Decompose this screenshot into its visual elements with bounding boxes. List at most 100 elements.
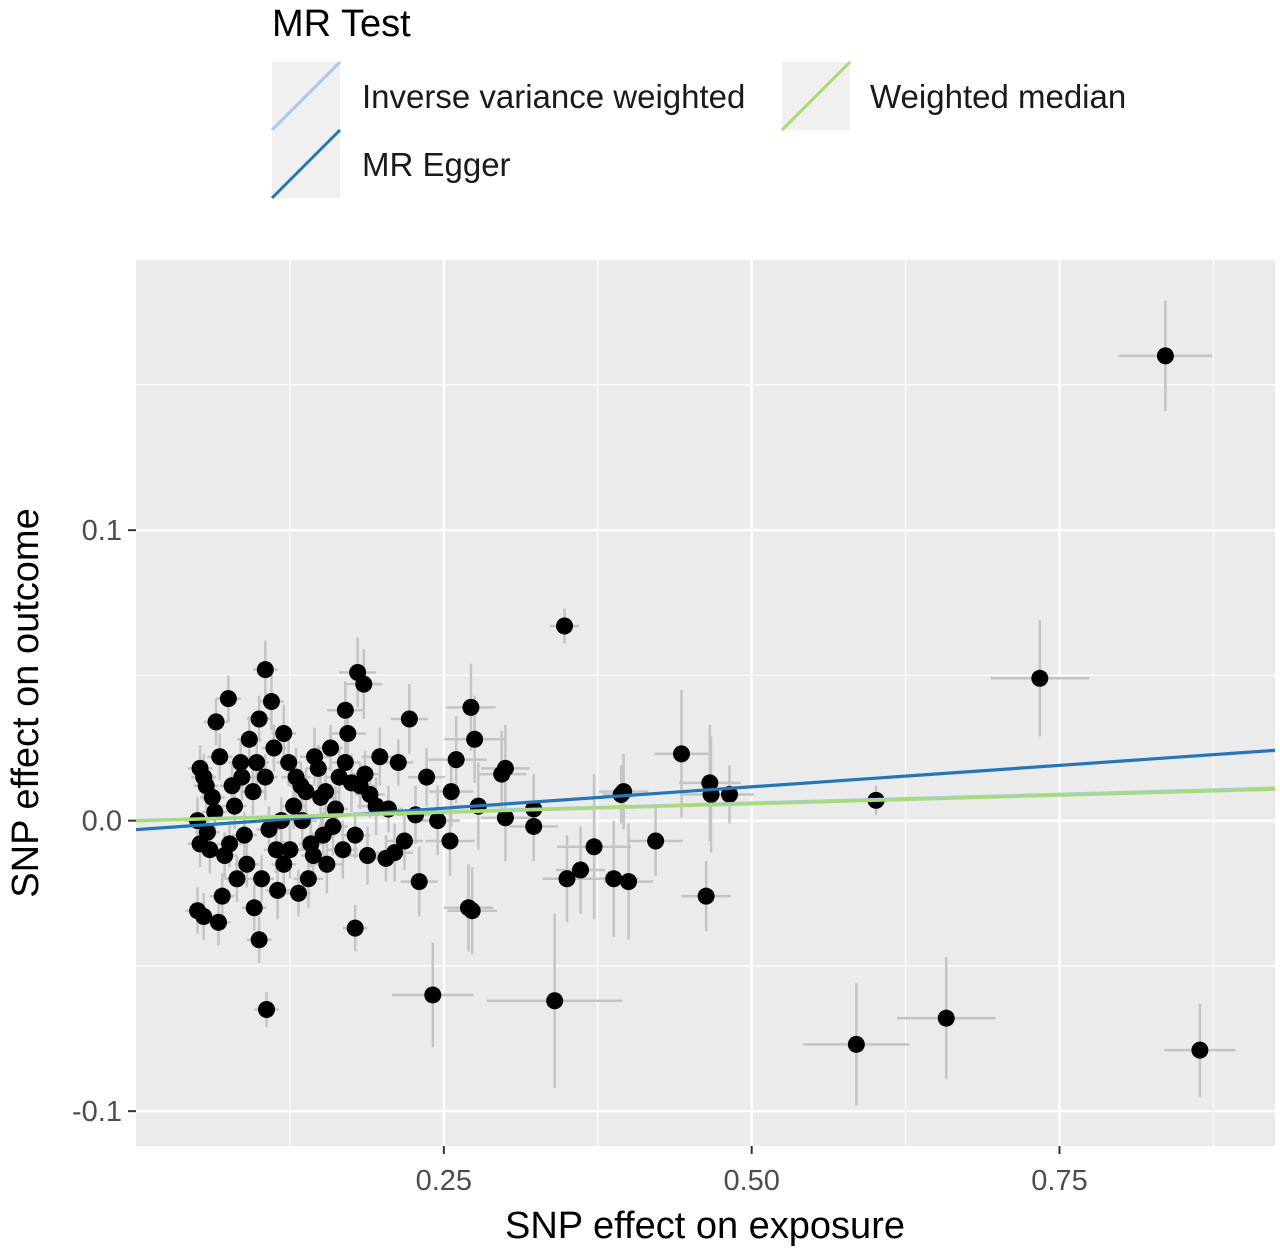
x-axis: 0.25 0.50 0.75 bbox=[416, 1146, 1088, 1197]
data-point bbox=[346, 919, 364, 937]
data-point bbox=[248, 754, 266, 772]
data-point bbox=[442, 783, 460, 801]
data-point bbox=[213, 887, 231, 905]
data-point bbox=[546, 992, 564, 1010]
data-point bbox=[525, 817, 543, 835]
legend-label-mr-egger: MR Egger bbox=[362, 146, 511, 183]
data-point bbox=[847, 1035, 865, 1053]
data-point bbox=[250, 931, 268, 949]
data-point bbox=[267, 841, 285, 859]
data-point bbox=[556, 617, 574, 635]
data-point bbox=[260, 820, 278, 838]
y-tick-label: 0.1 bbox=[82, 515, 122, 547]
data-point bbox=[336, 754, 354, 772]
data-point bbox=[269, 881, 287, 899]
x-tick-label: 0.50 bbox=[723, 1165, 779, 1197]
data-point bbox=[191, 759, 209, 777]
data-point bbox=[195, 908, 213, 926]
data-point bbox=[221, 835, 239, 853]
legend-item-ivw: Inverse variance weighted bbox=[270, 60, 745, 132]
data-point bbox=[672, 745, 690, 763]
legend-swatch-weighted-median bbox=[780, 60, 852, 132]
data-point bbox=[228, 870, 246, 888]
data-point bbox=[1156, 347, 1174, 365]
data-point bbox=[339, 725, 357, 743]
data-point bbox=[336, 701, 354, 719]
data-point bbox=[240, 730, 258, 748]
data-point bbox=[258, 1000, 276, 1018]
data-point bbox=[1191, 1041, 1209, 1059]
data-point bbox=[210, 913, 228, 931]
legend-item-mr-egger: MR Egger bbox=[270, 128, 511, 200]
data-point bbox=[558, 870, 576, 888]
legend-swatch-ivw bbox=[270, 60, 342, 132]
data-point bbox=[314, 826, 332, 844]
data-point bbox=[346, 826, 364, 844]
data-point bbox=[226, 797, 244, 815]
data-point bbox=[334, 841, 352, 859]
data-point bbox=[400, 710, 418, 728]
data-point bbox=[275, 855, 293, 873]
data-point bbox=[304, 847, 322, 865]
data-point bbox=[292, 777, 310, 795]
y-tick-label: -0.1 bbox=[72, 1096, 122, 1128]
data-point bbox=[605, 870, 623, 888]
data-point bbox=[361, 786, 379, 804]
data-point bbox=[410, 873, 428, 891]
data-point bbox=[441, 832, 459, 850]
data-point bbox=[462, 698, 480, 716]
y-tick-label: 0.0 bbox=[82, 806, 122, 838]
y-axis: 0.1 0.0 -0.1 bbox=[72, 515, 136, 1128]
x-axis-title: SNP effect on exposure bbox=[505, 1205, 905, 1247]
data-point bbox=[371, 748, 389, 766]
data-point bbox=[280, 754, 298, 772]
data-point bbox=[281, 841, 299, 859]
data-point bbox=[197, 777, 215, 795]
plot-panel bbox=[136, 260, 1275, 1146]
legend-title: MR Test bbox=[272, 3, 411, 45]
data-point bbox=[232, 754, 250, 772]
data-point bbox=[206, 803, 224, 821]
grid-major bbox=[136, 260, 1275, 1146]
data-point bbox=[318, 855, 336, 873]
legend-label-ivw: Inverse variance weighted bbox=[362, 78, 745, 115]
data-point bbox=[211, 748, 229, 766]
data-point bbox=[317, 783, 335, 801]
x-tick-label: 0.75 bbox=[1031, 1165, 1087, 1197]
y-axis-title: SNP effect on outcome bbox=[5, 508, 47, 897]
grid-minor bbox=[136, 260, 1275, 1146]
data-point bbox=[358, 847, 376, 865]
legend: MR Test Inverse variance weighted MR Egg… bbox=[270, 3, 1126, 200]
data-point bbox=[262, 693, 280, 711]
data-points bbox=[189, 347, 1209, 1059]
data-point bbox=[290, 884, 308, 902]
data-point bbox=[572, 861, 590, 879]
data-point bbox=[620, 873, 638, 891]
data-point bbox=[238, 855, 256, 873]
data-point bbox=[429, 812, 447, 830]
data-point bbox=[207, 713, 225, 731]
data-point bbox=[233, 768, 251, 786]
data-point bbox=[299, 870, 317, 888]
data-point bbox=[265, 739, 283, 757]
data-point bbox=[355, 675, 373, 693]
data-point bbox=[256, 661, 274, 679]
data-point bbox=[463, 902, 481, 920]
data-point bbox=[356, 765, 374, 783]
fit-lines bbox=[136, 748, 1275, 832]
data-point bbox=[235, 826, 253, 844]
legend-item-weighted-median: Weighted median bbox=[780, 60, 1126, 132]
data-point bbox=[1031, 669, 1049, 687]
data-point bbox=[496, 809, 514, 827]
data-point bbox=[466, 730, 484, 748]
data-point bbox=[219, 690, 237, 708]
legend-label-weighted-median: Weighted median bbox=[870, 78, 1126, 115]
data-point bbox=[250, 710, 268, 728]
data-point bbox=[256, 768, 274, 786]
fit-line-weighted-median bbox=[136, 787, 1275, 823]
data-point bbox=[447, 751, 465, 769]
x-tick-label: 0.25 bbox=[416, 1165, 472, 1197]
data-point bbox=[389, 754, 407, 772]
data-point bbox=[309, 759, 327, 777]
